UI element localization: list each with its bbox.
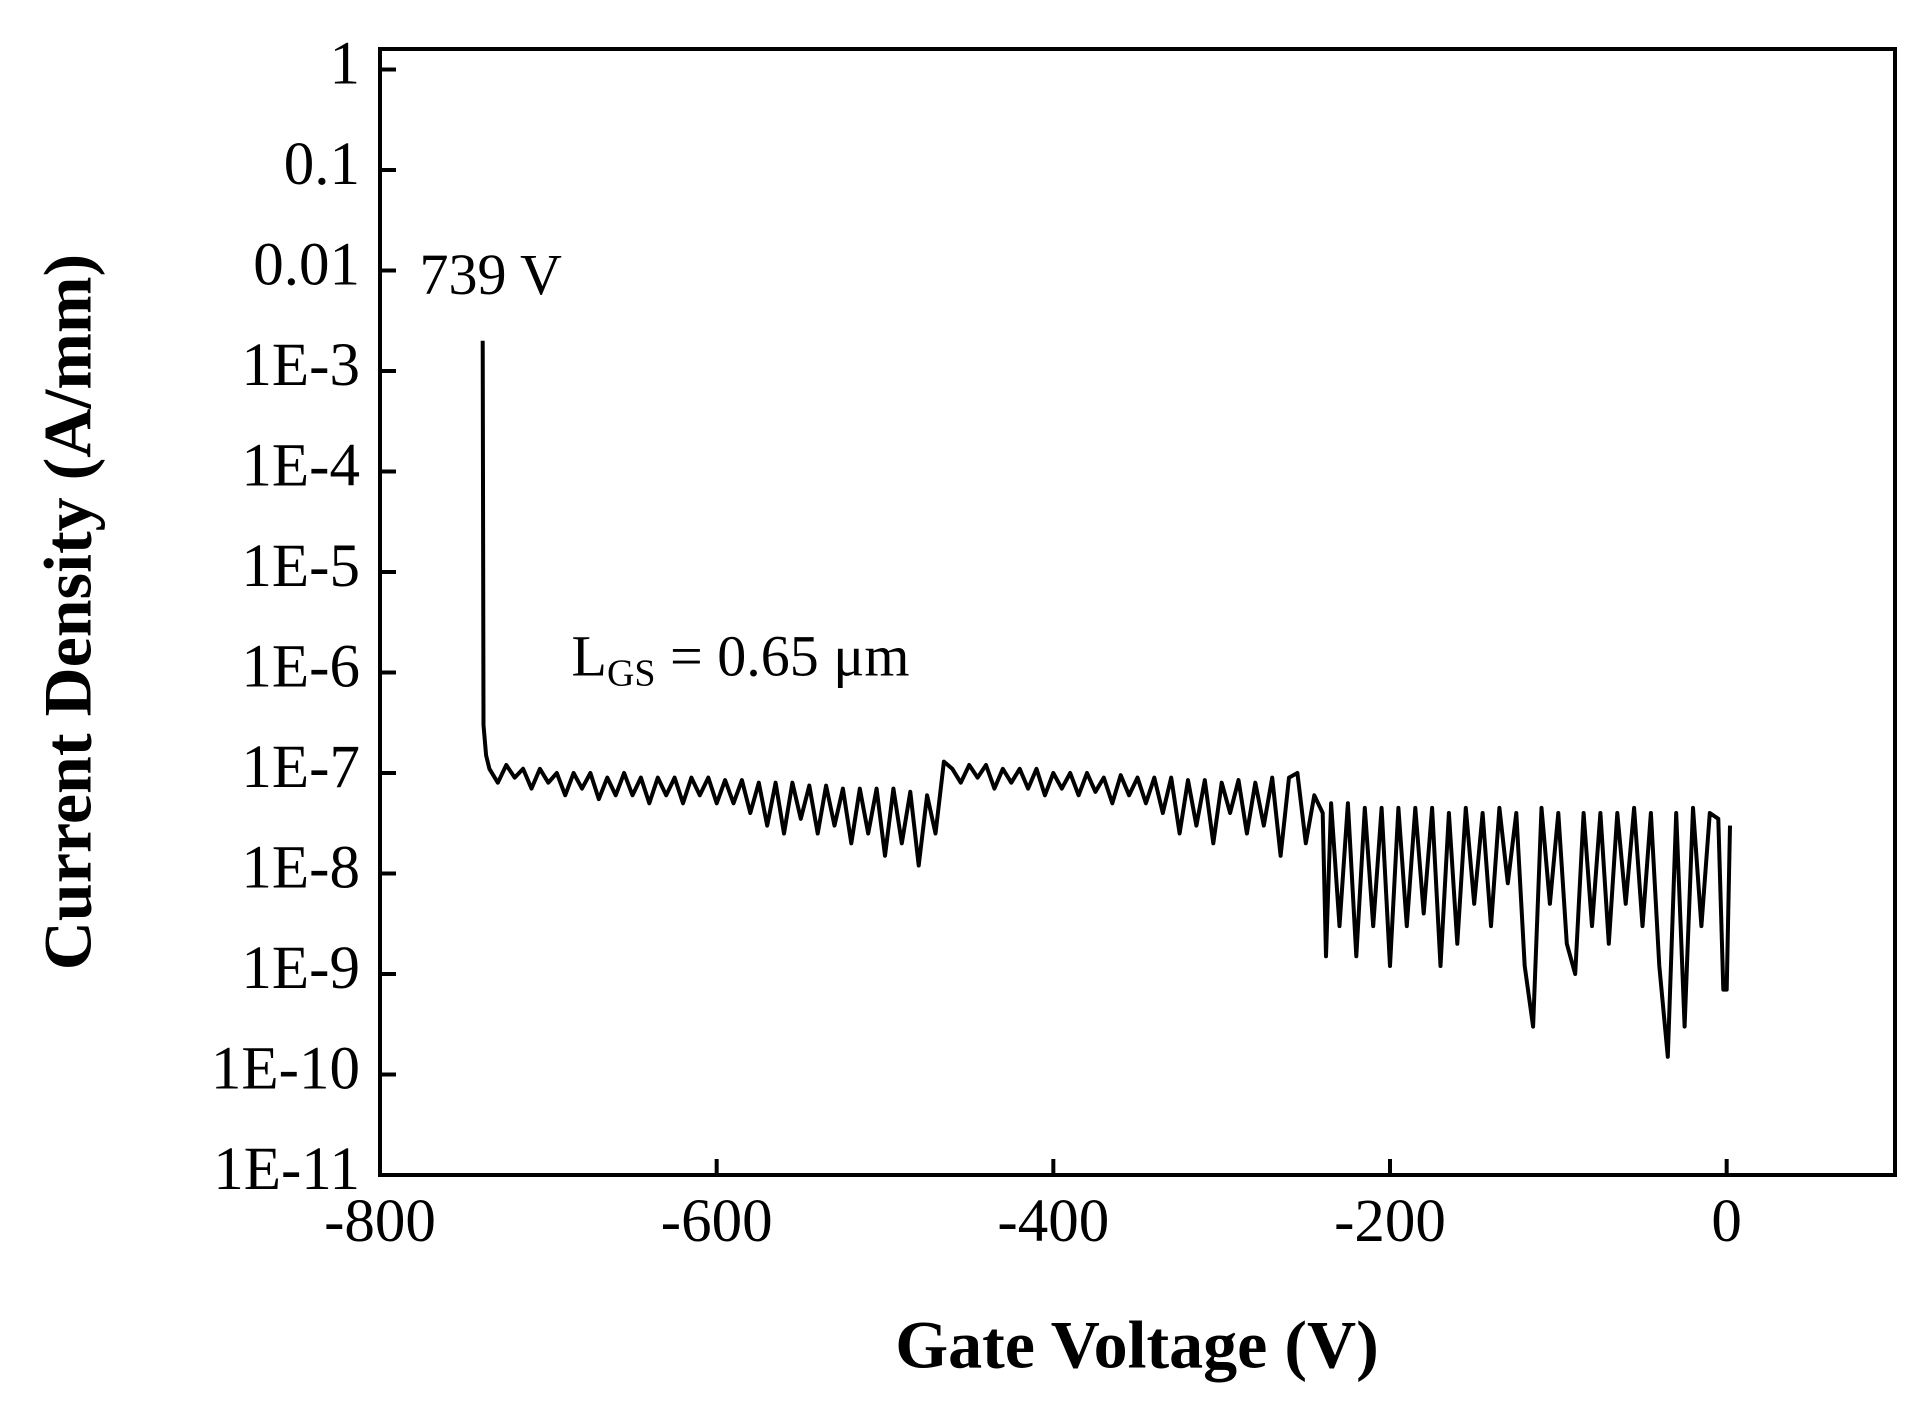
x-tick-label: -600 bbox=[661, 1188, 773, 1255]
y-tick-label: 1E-10 bbox=[211, 1036, 360, 1103]
y-axis-title: Current Density (A/mm) bbox=[30, 254, 106, 970]
x-tick-label: 0 bbox=[1711, 1188, 1742, 1255]
plot-frame bbox=[378, 47, 1897, 1177]
annotation-subscript: GS bbox=[607, 652, 656, 694]
y-tick-label: 1E-5 bbox=[241, 533, 360, 600]
y-tick-label: 1E-6 bbox=[241, 634, 360, 701]
y-tick-label: 1 bbox=[330, 31, 361, 98]
x-tick-label: -200 bbox=[1334, 1188, 1446, 1255]
y-tick-label: 1E-8 bbox=[241, 835, 360, 902]
y-tick-label: 1E-4 bbox=[241, 433, 360, 500]
x-axis-title: Gate Voltage (V) bbox=[895, 1307, 1378, 1383]
x-tick-label: -400 bbox=[997, 1188, 1109, 1255]
data-line bbox=[480, 340, 1732, 1059]
x-tick-label: -800 bbox=[324, 1188, 436, 1255]
annotation-rest: = 0.65 μm bbox=[656, 624, 910, 689]
annotation: 739 V bbox=[420, 242, 562, 307]
annotation: LGS = 0.65 μm bbox=[572, 624, 910, 694]
y-tick-label: 1E-3 bbox=[241, 332, 360, 399]
y-tick-label: 1E-9 bbox=[241, 935, 360, 1002]
y-tick-label: 1E-7 bbox=[241, 734, 360, 801]
annotation-main: L bbox=[572, 624, 607, 689]
y-tick-label: 1E-11 bbox=[213, 1136, 360, 1203]
y-tick-label: 0.1 bbox=[284, 131, 360, 198]
y-tick-label: 0.01 bbox=[253, 232, 360, 299]
